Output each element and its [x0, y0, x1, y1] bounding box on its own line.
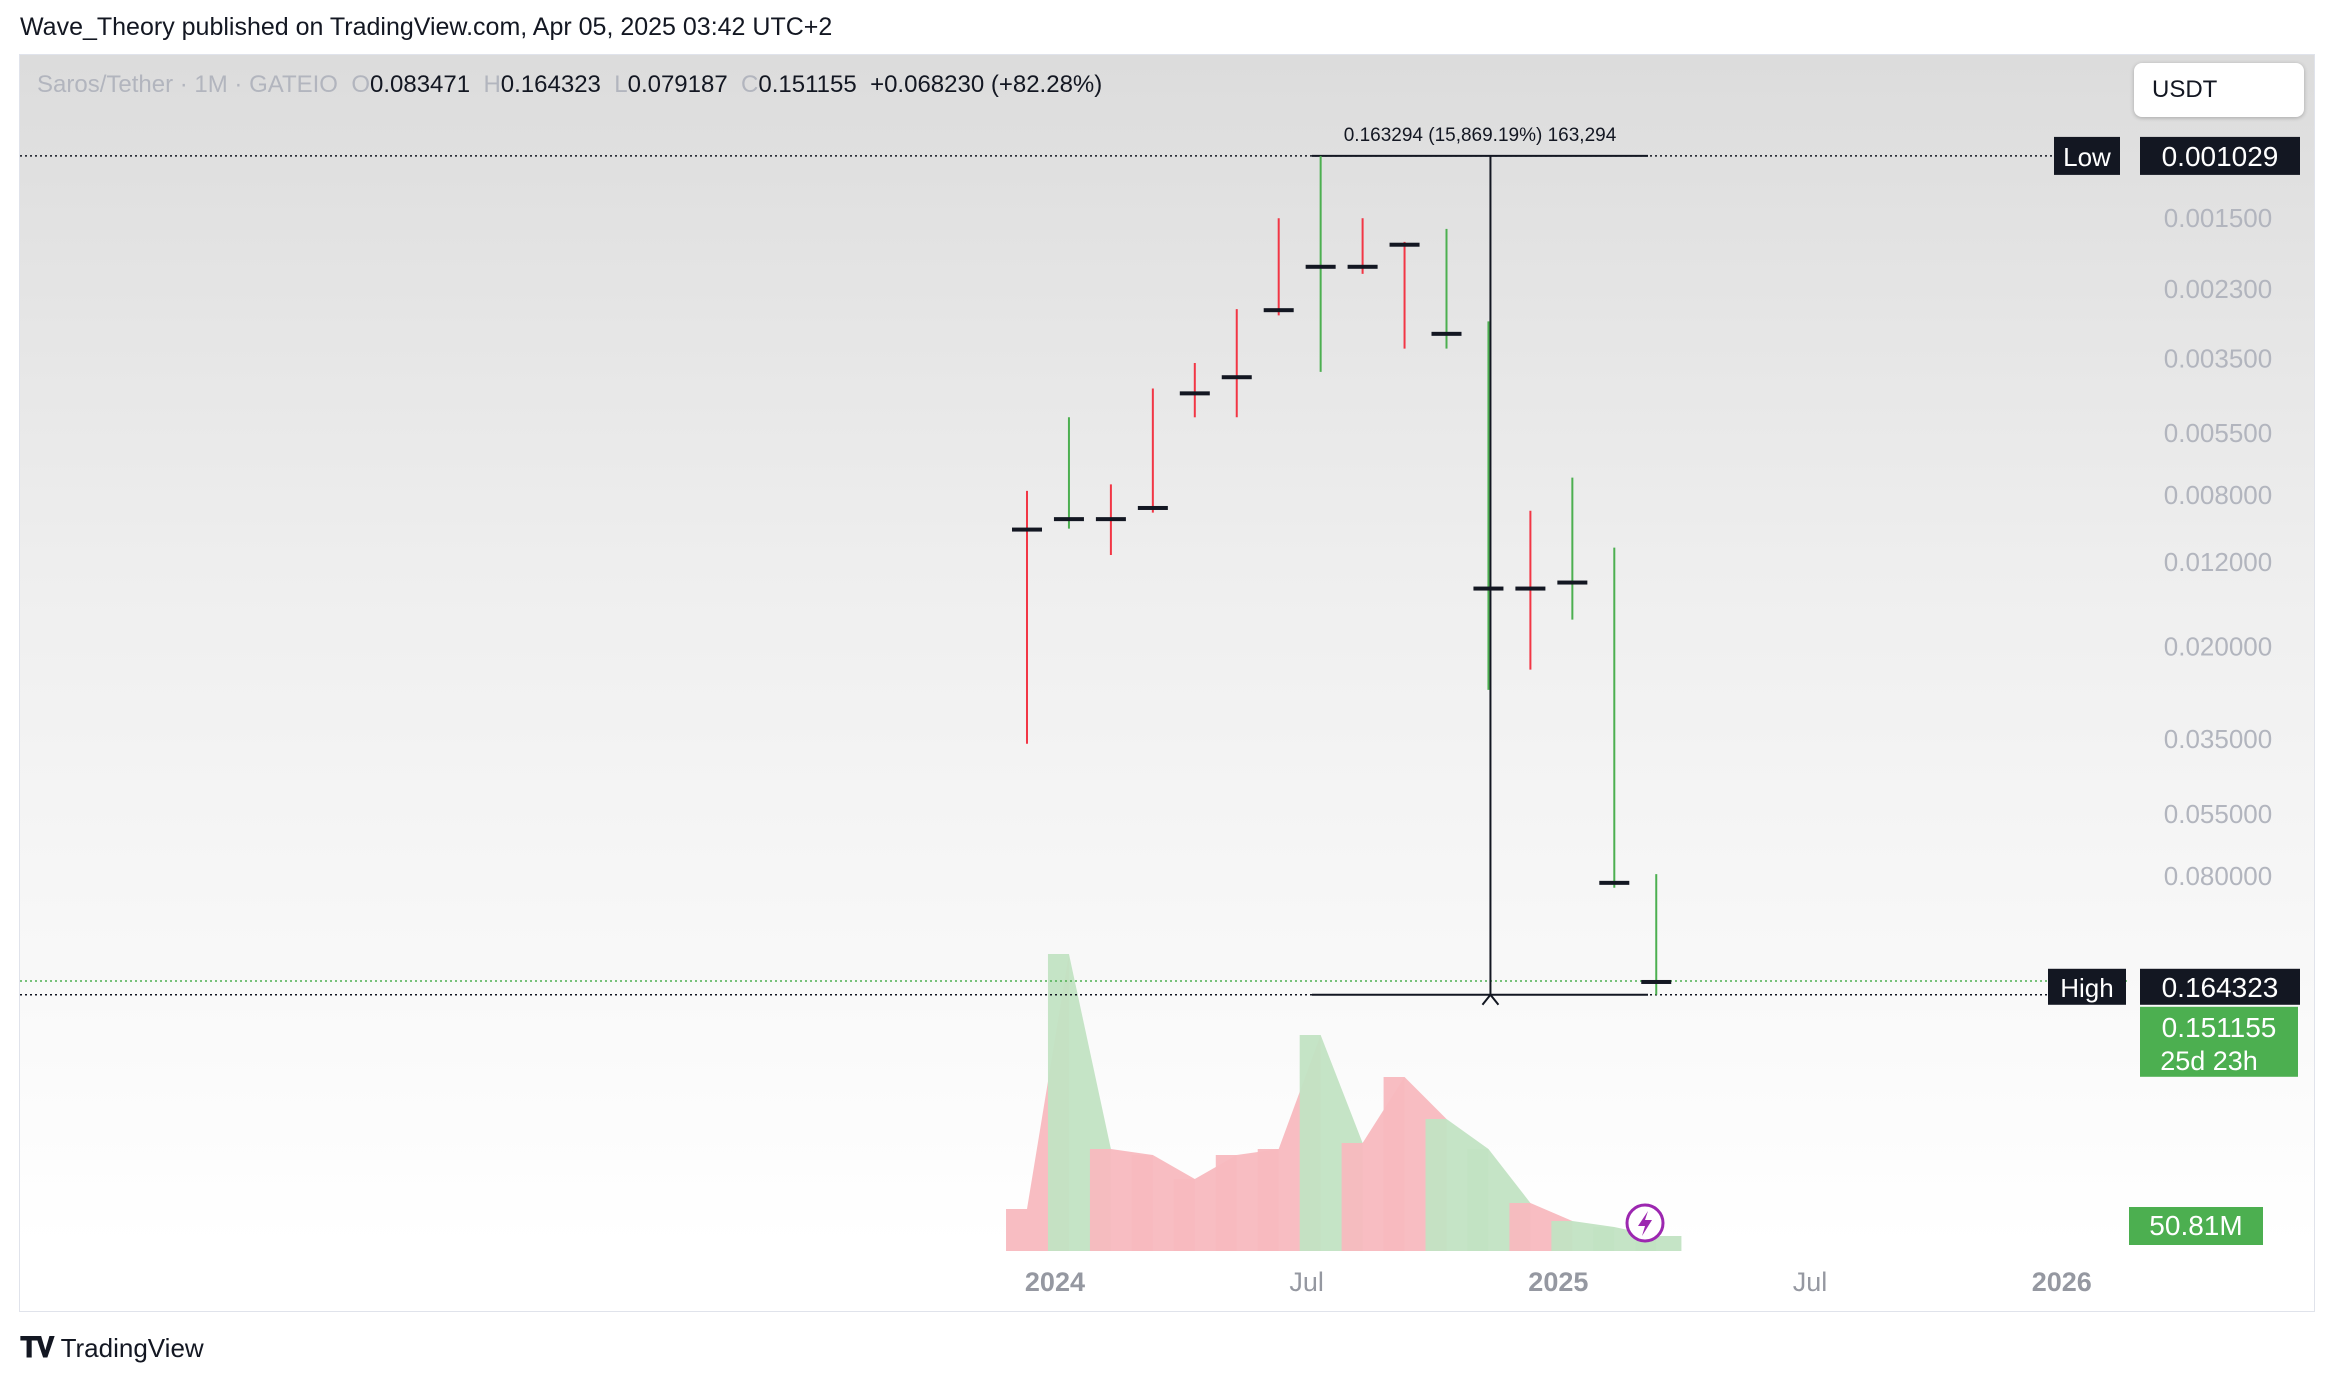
plot-background [20, 55, 2314, 1245]
volume-tag [2129, 1207, 2263, 1245]
candle-body [1053, 517, 1084, 522]
y-axis-tick-label: 0.080000 [2164, 861, 2272, 891]
high-price-tag [2140, 968, 2300, 1005]
tradingview-logo-icon: 𝐓𝐕 [20, 1332, 55, 1363]
measure-arrow-icon [1481, 993, 1500, 1006]
y-axis-tick-label: 0.012000 [2164, 547, 2272, 577]
y-axis-tick-label: 0.035000 [2164, 724, 2272, 754]
candle-body [1221, 375, 1252, 380]
y-axis-tick-label: 0.003500 [2164, 343, 2272, 373]
publisher-header: Wave_Theory published on TradingView.com… [20, 13, 833, 41]
volume-value: 50.81M [2149, 1210, 2242, 1241]
high-label: H [483, 71, 501, 98]
chart-frame: 0.080000 0.055000 0.035000 0.020000 0.012000… [19, 54, 2315, 1312]
symbol-label: Saros/Tether · 1M · GATEIO [37, 71, 338, 98]
x-axis-tick-label: 2026 [2032, 1267, 2092, 1297]
y-axis-tick-label: 0.001500 [2164, 203, 2272, 233]
candle-body [1515, 586, 1546, 591]
candle-body [1599, 880, 1630, 885]
y-axis-tick-label: 0.055000 [2164, 799, 2272, 829]
high-tag-label: High [2060, 973, 2113, 1003]
low-price-value: 0.001029 [2162, 141, 2279, 172]
x-axis-tick-label: 2025 [1528, 1267, 1588, 1297]
candle-body [1137, 505, 1168, 510]
last-price-value: 0.151155 [2162, 1012, 2277, 1043]
candle-body [1012, 527, 1042, 532]
low-value: 0.079187 [627, 71, 728, 98]
x-axis-tick-label: Jul [1793, 1267, 1828, 1297]
currency-button[interactable]: USDT [2134, 63, 2304, 117]
low-tag [2054, 136, 2120, 175]
low-price-tag [2140, 136, 2300, 175]
y-axis-tick-label: 0.020000 [2164, 632, 2272, 662]
ohlc-legend: Saros/Tether · 1M · GATEIO O0.083471 H0.… [37, 71, 1102, 99]
y-axis-tick-label: 0.002300 [2164, 274, 2272, 304]
lightning-bolt-icon [1638, 1211, 1652, 1236]
x-axis-tick-label: 2024 [1025, 1267, 1085, 1297]
candle-body [1179, 391, 1210, 396]
candle-body [1641, 979, 1672, 984]
footer-brand-label: TradingView [60, 1333, 204, 1363]
candle-body [1305, 264, 1336, 269]
x-axis-tick-label: Jul [1289, 1267, 1324, 1297]
low-label: L [614, 71, 628, 98]
price-chart[interactable]: 0.080000 0.055000 0.035000 0.020000 0.012000… [20, 55, 2314, 1311]
last-price-countdown: 25d 23h [2160, 1046, 2258, 1076]
candle-body [1557, 580, 1588, 585]
candle-body [1431, 331, 1462, 336]
close-label: C [741, 71, 759, 98]
high-tag [2048, 968, 2126, 1005]
y-axis-tick-label: 0.008000 [2164, 480, 2272, 510]
change-value: +0.068230 (+82.28%) [870, 71, 1103, 98]
footer-brand[interactable]: 𝐓𝐕 TradingView [20, 1332, 204, 1365]
low-tag-label: Low [2063, 142, 2111, 172]
open-value: 0.083471 [369, 71, 471, 98]
candle-body [1095, 517, 1126, 522]
candle-body [1389, 242, 1420, 247]
close-value: 0.151155 [758, 71, 857, 98]
open-label: O [351, 71, 370, 98]
candle-body [1347, 264, 1378, 269]
high-price-value: 0.164323 [2162, 972, 2279, 1003]
y-axis-tick-label: 0.005500 [2164, 418, 2272, 448]
measure-label: 0.163294 (15,869.19%) 163,294 [1344, 125, 1617, 146]
candle-body [1473, 586, 1504, 591]
high-value: 0.164323 [500, 71, 601, 98]
last-price-tag [2140, 1006, 2298, 1077]
candle-body [1263, 308, 1294, 313]
